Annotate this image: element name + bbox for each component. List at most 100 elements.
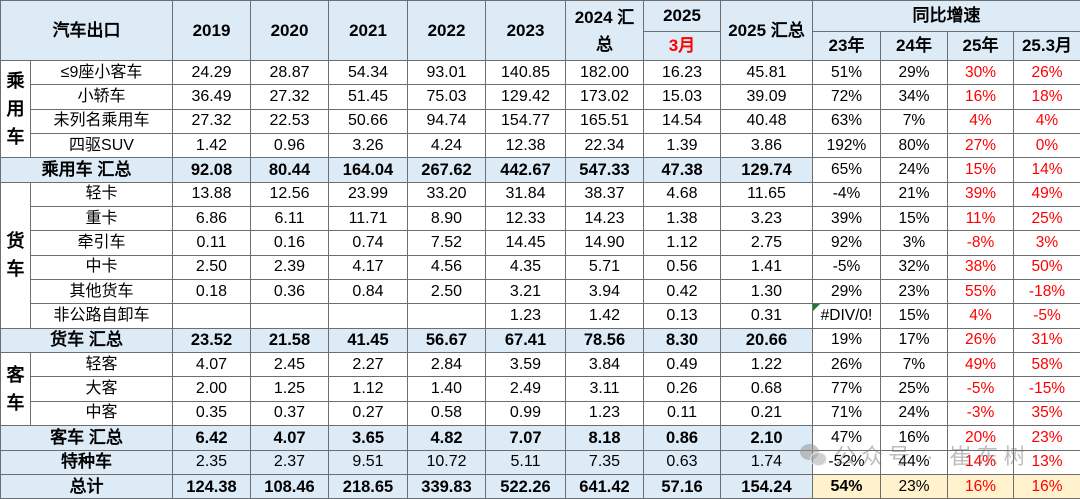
header-2025-total: 2025 汇总 — [720, 0, 813, 61]
header-2024-total: 2024 汇总 — [565, 0, 644, 61]
cell-2025-march: 0.42 — [643, 279, 721, 305]
cell-2025-march: 8.30 — [643, 327, 721, 354]
cell-growth-25-march: 49% — [1013, 181, 1080, 208]
cell-growth-23: 65% — [812, 157, 881, 183]
row-label: 轻客 — [30, 352, 173, 378]
cell-growth-25-march: 26% — [1013, 59, 1080, 86]
cell-growth-23: 29% — [812, 279, 881, 305]
cell-growth-25: -5% — [947, 376, 1014, 402]
row-label: 中客 — [30, 400, 173, 427]
cell-growth-24: 24% — [880, 157, 948, 183]
cell-2019 — [172, 303, 251, 329]
cell-growth-24: 3% — [880, 230, 948, 256]
cell-growth-25: 30% — [947, 59, 1014, 86]
cell-2022: 33.20 — [407, 181, 486, 208]
cell-2019: 6.86 — [172, 206, 251, 232]
cell-2025-total: 154.24 — [720, 473, 813, 499]
cell-2021: 50.66 — [328, 108, 408, 135]
cell-growth-24: 16% — [880, 425, 948, 451]
cell-2025-march: 57.16 — [643, 473, 721, 499]
cell-growth-25-march: 0% — [1013, 133, 1080, 159]
cell-2025-total: 3.23 — [720, 206, 813, 232]
cell-2019: 27.32 — [172, 108, 251, 135]
row-label: 中卡 — [30, 254, 173, 281]
cell-2024-total: 78.56 — [565, 327, 644, 354]
cell-2024-total: 1.23 — [565, 400, 644, 427]
cell-2025-total: 1.74 — [720, 449, 813, 475]
cell-2024-total: 5.71 — [565, 254, 644, 281]
cell-2023: 31.84 — [485, 181, 566, 208]
cell-2020: 1.25 — [250, 376, 329, 402]
cell-growth-23: #DIV/0! — [812, 303, 881, 329]
header-2025: 2025 — [643, 0, 721, 32]
cell-growth-25: 16% — [947, 84, 1014, 110]
cell-growth-23: 54% — [812, 473, 881, 499]
cell-2020: 0.37 — [250, 400, 329, 427]
header-growth-25-march: 25.3月 — [1013, 31, 1080, 61]
cell-growth-23: 192% — [812, 133, 881, 159]
cell-2021: 1.12 — [328, 376, 408, 402]
cell-2022: 93.01 — [407, 59, 486, 86]
cell-2021: 11.71 — [328, 206, 408, 232]
cell-2025-march: 1.38 — [643, 206, 721, 232]
cell-growth-24: 17% — [880, 327, 948, 354]
cell-2024-total: 3.94 — [565, 279, 644, 305]
cell-2025-total: 0.68 — [720, 376, 813, 402]
cell-growth-25-march: -18% — [1013, 279, 1080, 305]
cell-2021: 2.27 — [328, 352, 408, 378]
cell-2024-total: 7.35 — [565, 449, 644, 475]
cell-2022: 4.82 — [407, 425, 486, 451]
cell-2020: 4.07 — [250, 425, 329, 451]
cell-growth-24: 34% — [880, 84, 948, 110]
error-indicator-icon — [813, 304, 820, 312]
cell-growth-25: 49% — [947, 352, 1014, 378]
special-label: 特种车 — [0, 449, 173, 475]
cell-growth-25-march: 18% — [1013, 84, 1080, 110]
cell-2020: 0.36 — [250, 279, 329, 305]
cell-growth-24: 15% — [880, 206, 948, 232]
cell-growth-24: 32% — [880, 254, 948, 281]
cell-2023: 154.77 — [485, 108, 566, 135]
cell-2023: 522.26 — [485, 473, 566, 499]
cell-growth-24: 29% — [880, 59, 948, 86]
cell-growth-24: 44% — [880, 449, 948, 475]
header-growth-24: 24年 — [880, 31, 948, 61]
cell-growth-23: 77% — [812, 376, 881, 402]
row-label: 重卡 — [30, 206, 173, 232]
cell-2024-total: 3.84 — [565, 352, 644, 378]
table-header: 汽车出口 2019 2020 2021 2022 2023 2024 汇总 20… — [0, 0, 1080, 61]
cell-2022: 56.67 — [407, 327, 486, 354]
subtotal-label: 货车 汇总 — [0, 327, 173, 354]
cell-2025-total: 2.10 — [720, 425, 813, 451]
cell-2025-march: 0.63 — [643, 449, 721, 475]
subtotal-row: 乘用车 汇总 92.08 80.44 164.04 267.62 442.67 547.33… — [0, 157, 1080, 183]
cell-growth-25: 39% — [947, 181, 1014, 208]
cell-2020: 80.44 — [250, 157, 329, 183]
cell-2022: 1.40 — [407, 376, 486, 402]
cell-growth-25-march: 16% — [1013, 473, 1080, 499]
cell-growth-23: 92% — [812, 230, 881, 256]
cell-growth-25-march: 25% — [1013, 206, 1080, 232]
header-row-bottom: 3月 23年 24年 25年 25.3月 — [1, 31, 1080, 61]
cell-2025-march: 15.03 — [643, 84, 721, 110]
table-row: 中客 0.35 0.37 0.27 0.58 0.99 1.23 0.11 0.21 71% 24%… — [1, 400, 1080, 427]
cell-2024-total: 38.37 — [565, 181, 644, 208]
cell-2025-march: 16.23 — [643, 59, 721, 86]
cell-2019: 1.42 — [172, 133, 251, 159]
row-label: 轻卡 — [30, 181, 173, 208]
cell-growth-24: 23% — [880, 279, 948, 305]
cell-2022: 7.52 — [407, 230, 486, 256]
cell-2021: 3.65 — [328, 425, 408, 451]
cell-2023: 67.41 — [485, 327, 566, 354]
cell-2025-total: 0.31 — [720, 303, 813, 329]
cell-2019: 23.52 — [172, 327, 251, 354]
cell-2024-total: 1.42 — [565, 303, 644, 329]
cell-2025-march: 0.11 — [643, 400, 721, 427]
table-row: 重卡 6.86 6.11 11.71 8.90 12.33 14.23 1.38 3.23 39%… — [1, 206, 1080, 232]
cell-growth-25-march: 4% — [1013, 108, 1080, 135]
cell-2021: 23.99 — [328, 181, 408, 208]
subtotal-label: 乘用车 汇总 — [0, 157, 173, 183]
cell-2023: 1.23 — [485, 303, 566, 329]
cell-2023: 12.38 — [485, 133, 566, 159]
